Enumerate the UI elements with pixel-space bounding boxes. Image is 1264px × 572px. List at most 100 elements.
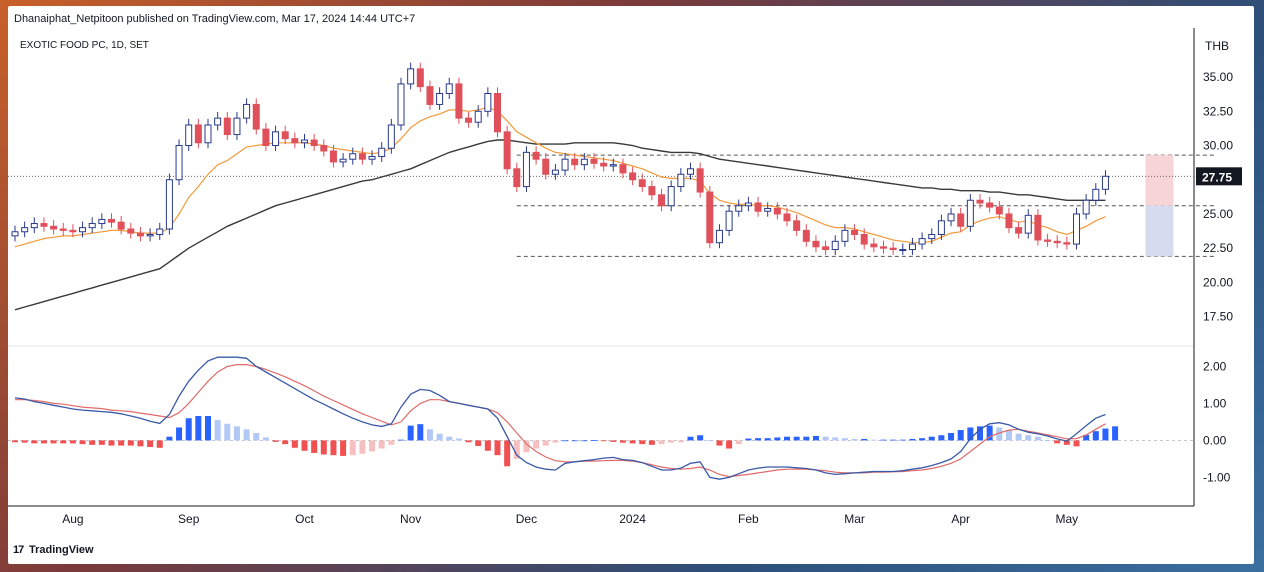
- candle-body: [40, 223, 48, 227]
- candle-body: [571, 158, 579, 166]
- macd-histogram-bar: [841, 438, 848, 441]
- candle-body: [600, 162, 608, 167]
- candle-body: [165, 179, 173, 230]
- candle-body: [561, 158, 569, 171]
- macd-histogram-bar: [1015, 433, 1022, 441]
- candle-body: [793, 220, 801, 231]
- macd-histogram-bar: [1102, 428, 1109, 441]
- macd-histogram-bar: [436, 433, 443, 441]
- macd-histogram-bar: [272, 440, 279, 442]
- macd-histogram-bar: [127, 440, 134, 446]
- macd-histogram-bar: [610, 440, 617, 442]
- macd-histogram-bar: [967, 427, 974, 441]
- macd-histogram-bar: [629, 440, 636, 444]
- macd-histogram-bar: [619, 440, 626, 443]
- macd-histogram-bar: [176, 427, 183, 441]
- macd-histogram-bar: [793, 436, 800, 441]
- candle-body: [860, 233, 868, 245]
- candle-body: [494, 92, 501, 133]
- macd-line: [14, 356, 1106, 480]
- candle-body: [831, 240, 839, 251]
- currency-label: THB: [1205, 39, 1229, 53]
- macd-histogram-bar: [523, 440, 530, 453]
- candle-body: [638, 179, 646, 188]
- macd-histogram-bar: [89, 440, 96, 445]
- candle-body: [841, 229, 849, 242]
- candle-body: [937, 220, 945, 235]
- candle-body: [59, 228, 67, 231]
- time-axis-label: 2024: [619, 512, 646, 526]
- candle-body: [551, 169, 559, 175]
- macd-histogram-bar: [407, 425, 414, 441]
- macd-histogram-bar: [40, 440, 47, 444]
- candle-body: [30, 223, 38, 229]
- macd-histogram-bar: [475, 440, 482, 446]
- candle-body: [455, 83, 463, 119]
- macd-histogram-bar: [282, 440, 289, 445]
- candle-body: [416, 68, 424, 88]
- macd-histogram-bar: [166, 436, 173, 441]
- macd-histogram-bar: [253, 433, 260, 441]
- macd-histogram-bar: [870, 439, 877, 441]
- candle-body: [590, 158, 598, 164]
- price-tick-label: 35.00: [1203, 70, 1233, 84]
- macd-histogram-bar: [648, 440, 655, 445]
- macd-histogram-bar: [764, 438, 771, 441]
- time-axis-label: May: [1056, 512, 1079, 526]
- macd-histogram-bar: [320, 440, 327, 455]
- candle-body: [301, 139, 308, 144]
- chart-svg[interactable]: EXOTIC FOOD PC, 1D, SET THB 35.00 32.50 30.0…: [8, 6, 1254, 564]
- candle-body: [11, 231, 19, 237]
- macd-histogram-bar: [948, 433, 955, 441]
- macd-histogram-bar: [784, 436, 790, 441]
- macd-histogram-bar: [243, 429, 250, 441]
- candle-body: [995, 206, 1003, 215]
- macd-histogram-bar: [388, 440, 395, 445]
- macd-histogram-bar: [1054, 440, 1061, 444]
- time-axis-label: Oct: [295, 512, 314, 526]
- macd-histogram-bar: [639, 440, 646, 445]
- macd-histogram-bar: [513, 440, 520, 459]
- macd-histogram-bar: [108, 440, 115, 446]
- macd-tick-label: 1.00: [1203, 396, 1227, 410]
- macd-histogram-bar: [928, 436, 935, 441]
- macd-histogram-bar: [812, 435, 819, 441]
- macd-histogram-bar: [861, 438, 868, 441]
- macd-histogram-bar: [98, 440, 105, 445]
- time-axis-label: Aug: [62, 512, 83, 526]
- candle-body: [899, 249, 907, 252]
- macd-histogram-bar: [822, 436, 829, 441]
- candle-body: [957, 213, 965, 227]
- macd-histogram-bar: [455, 438, 462, 441]
- candle-body: [908, 243, 916, 251]
- macd-histogram-bar: [562, 440, 569, 442]
- macd-histogram-bar: [195, 416, 202, 441]
- macd-histogram-bar: [542, 440, 549, 446]
- stop-box: [1145, 205, 1174, 257]
- candle-body: [465, 117, 473, 123]
- price-tick-label: 25.00: [1203, 207, 1233, 221]
- candle-body: [1101, 175, 1109, 190]
- candle-body: [339, 158, 347, 163]
- candle-body: [397, 83, 405, 126]
- candle-body: [156, 228, 164, 235]
- macd-histogram-bar: [484, 440, 491, 451]
- macd-histogram-bar: [185, 418, 192, 441]
- candle-body: [252, 103, 260, 130]
- candle-body: [79, 227, 87, 233]
- macd-tick-label: -1.00: [1203, 470, 1231, 484]
- macd-histogram-bar: [137, 440, 144, 447]
- macd-histogram-bar: [359, 440, 366, 454]
- candle-body: [98, 218, 106, 225]
- candle-body: [764, 207, 772, 212]
- candle-body: [281, 131, 289, 140]
- candle-body: [21, 227, 29, 233]
- price-tick-label: 30.00: [1203, 139, 1233, 153]
- candle-body: [851, 229, 859, 235]
- candle-body: [146, 233, 154, 237]
- candle-body: [783, 213, 791, 222]
- macd-histogram-bar: [205, 416, 211, 441]
- macd-histogram-bar: [31, 440, 38, 444]
- candle-body: [291, 138, 299, 144]
- price-tick-label: 17.50: [1203, 310, 1233, 324]
